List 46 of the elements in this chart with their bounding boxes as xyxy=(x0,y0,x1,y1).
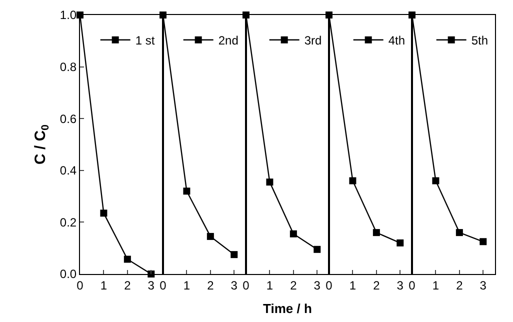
x-tick-label: 2 xyxy=(373,278,380,292)
x-tick-label: 0 xyxy=(76,278,84,292)
point xyxy=(290,230,297,238)
x-tick-label: 1 xyxy=(183,278,190,292)
y-tick-label: 0.0 xyxy=(60,267,77,282)
y-tick-label: 0.2 xyxy=(60,215,77,230)
point xyxy=(230,251,238,258)
y-tick-label: 0.8 xyxy=(60,60,77,74)
point xyxy=(206,232,214,240)
x-tick-label: 2 xyxy=(207,278,214,292)
x-tick-label: 2 xyxy=(290,278,298,292)
x-tick-label: 3 xyxy=(314,278,321,292)
x-tick-label: 3 xyxy=(230,278,238,292)
point xyxy=(372,229,380,236)
point xyxy=(480,238,487,246)
y-tick-label: 1.0 xyxy=(60,8,77,22)
point xyxy=(183,188,190,195)
point xyxy=(100,210,108,217)
legend-label: 1 st xyxy=(135,34,156,48)
x-tick-label: 3 xyxy=(480,278,487,292)
legend-label: 4th xyxy=(388,34,406,48)
x-tick-label: 0 xyxy=(408,278,416,292)
legend-label: 3rd xyxy=(304,34,322,48)
point xyxy=(456,229,463,236)
x-tick-label: 3 xyxy=(148,278,155,292)
point xyxy=(314,246,321,253)
y-tick-label: 0.4 xyxy=(60,164,77,178)
x-tick-label: 1 xyxy=(349,278,356,292)
point xyxy=(349,177,356,184)
point xyxy=(124,256,131,263)
point xyxy=(266,178,274,186)
x-tick-label: 1 xyxy=(432,278,440,292)
x-tick-label: 0 xyxy=(160,278,167,292)
point xyxy=(432,177,440,184)
x-tick-label: 0 xyxy=(242,278,250,292)
legend-label: 5th xyxy=(471,34,488,48)
x-tick-label: 2 xyxy=(456,278,464,292)
x-tick-label: 2 xyxy=(124,278,132,292)
x-axis-title: Time / h xyxy=(263,301,312,316)
x-tick-label: 1 xyxy=(266,278,274,292)
x-tick-label: 1 xyxy=(100,278,108,292)
point xyxy=(396,239,404,246)
x-tick-label: 3 xyxy=(396,278,404,292)
y-tick-label: 0.6 xyxy=(60,112,77,126)
legend-label: 2nd xyxy=(218,34,238,48)
x-tick-label: 0 xyxy=(326,278,333,292)
